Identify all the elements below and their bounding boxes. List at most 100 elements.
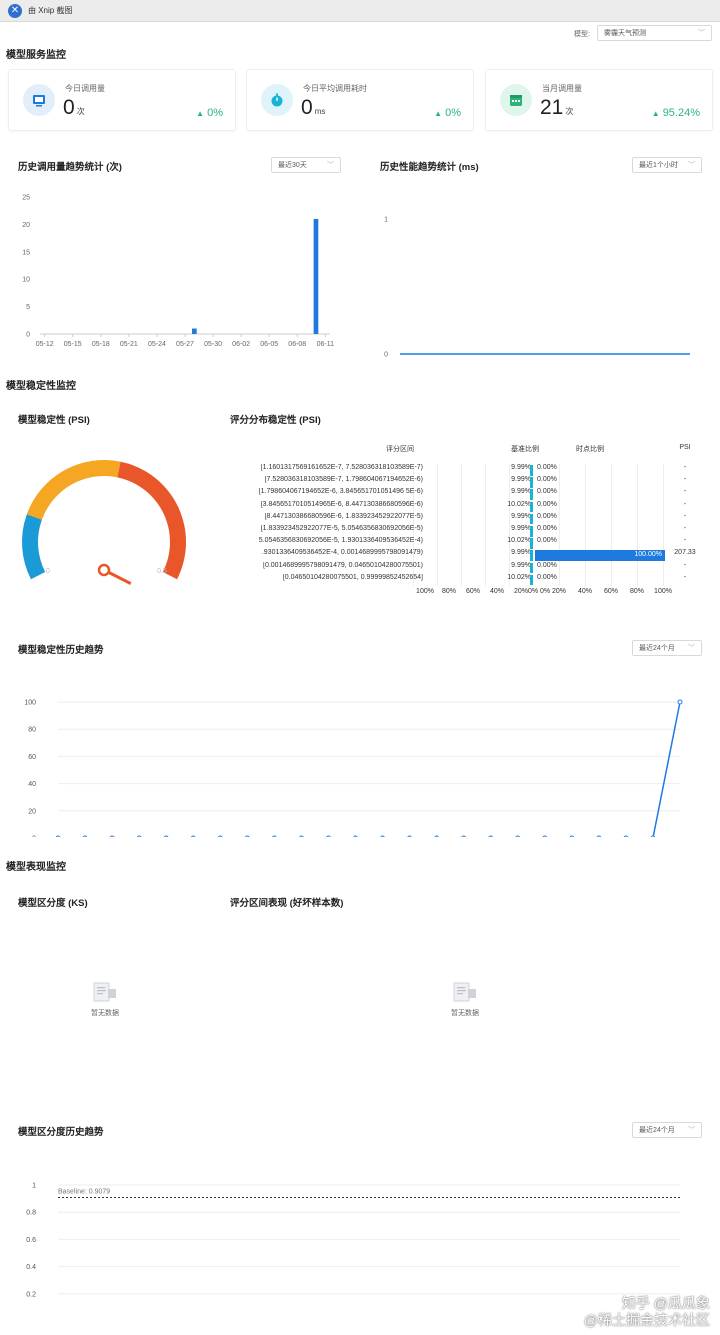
window-title: 由 Xnip 截图: [28, 6, 73, 15]
arrow-up-icon: ▲: [651, 109, 660, 118]
dist-current-value: 0.00%: [537, 500, 557, 508]
dist-current-value: 0.00%: [537, 488, 557, 496]
dist-current-value: 100.00%: [634, 551, 662, 559]
y-tick-label: 40: [28, 781, 36, 788]
y-tick-label: 15: [22, 249, 30, 256]
bar: [192, 328, 197, 334]
x-tick-label: 05-24: [148, 341, 166, 348]
gauge-value: 99.99: [84, 585, 124, 587]
data-point: [623, 835, 629, 837]
ks-trend-range-value: 最近24个月: [639, 1127, 675, 1134]
watermark-line2: @稀土掘金技术社区: [583, 1312, 710, 1329]
dist-psi-value: -: [683, 500, 687, 508]
dist-interval: [3.8456517010514965E-6, 8.44713038668059…: [260, 500, 423, 508]
dist-left-tick: 0%: [539, 588, 551, 595]
empty-text: 暂无数据: [451, 1010, 479, 1017]
y-tick-label: 1: [384, 217, 388, 224]
data-point: [136, 835, 142, 837]
dist-psi-value: -: [683, 488, 687, 496]
model-select-value: 雾霾天气预测: [604, 30, 646, 37]
y-tick-label: 0.2: [26, 1291, 36, 1298]
calls-bar-chart: 0 5 10 15 20 25 05-12 05-15 05-18 05-21 05-24 05-27…: [22, 195, 334, 349]
stat-card-avg-latency: 今日平均调用耗时 0 ms ▲ 0%: [246, 69, 474, 131]
perf-range-select[interactable]: 最近1个小时 ﹀: [632, 157, 702, 173]
dist-base-value: 10.02%: [507, 500, 531, 508]
stat-change: ▲ 0%: [196, 107, 223, 119]
dist-current-value: 0.00%: [537, 512, 557, 520]
data-point: [596, 835, 602, 837]
stability-section-title: 模型稳定性监控: [6, 381, 76, 392]
x-tick-label: 05-27: [176, 341, 194, 348]
header-interval: 评分区间: [386, 446, 414, 453]
x-tick-label: 06-11: [317, 341, 334, 348]
gauge-pivot: [97, 563, 111, 577]
dist-psi-value: -: [683, 476, 687, 484]
data-point: [650, 835, 656, 837]
x-tick-label: 06-08: [288, 341, 306, 348]
dist-interval: [7.528036318103589E-7, 1.798604067194652…: [264, 476, 423, 484]
grid-line: [485, 464, 486, 586]
data-point: [542, 835, 548, 837]
psi-trend-range-select[interactable]: 最近24个月 ﹀: [632, 640, 702, 656]
x-tick-label: 06-05: [260, 341, 278, 348]
y-tick-label: 20: [28, 808, 36, 815]
y-tick-label: 0.6: [26, 1237, 36, 1244]
watermark: 知乎 @瓜瓜象 @稀土掘金技术社区: [584, 1295, 710, 1329]
dist-interval: [1.1601317569161652E-7, 7.52803631810358…: [260, 464, 423, 471]
grid-line: [637, 464, 638, 586]
dist-base-value: 9.99%: [511, 549, 531, 557]
dist-interval: [0.04650104280075501, 0.99999852452654]: [282, 573, 423, 581]
x-tick-label: 06-02: [232, 341, 250, 348]
perf-line-chart: 0117:5518:0018:0518:1018:1518:2018:2518:…: [384, 217, 690, 357]
dist-base-bar: [530, 513, 533, 525]
bin-empty-state: 暂无数据: [440, 982, 490, 1018]
x-tick-label: 05-18: [92, 341, 110, 348]
dist-interval: .9301336409536452E-4, 0.0014689995798091…: [261, 549, 423, 557]
performance-section-title: 模型表现监控: [6, 862, 66, 873]
data-point: [353, 835, 358, 837]
y-tick-label: 0: [32, 836, 36, 838]
dist-psi-value: -: [683, 512, 687, 520]
dist-current-value: 0.00%: [537, 561, 557, 569]
perf-chart-title: 历史性能趋势统计 (ms): [380, 162, 479, 173]
dist-left-tick: 60%: [465, 588, 480, 595]
stat-label: 今日平均调用耗时: [303, 84, 367, 93]
dist-base-bar: [530, 477, 533, 488]
y-tick-label: 1: [32, 1183, 36, 1190]
data-point: [461, 835, 466, 837]
chevron-down-icon: ﹀: [698, 30, 705, 37]
dist-right-tick: 0%: [527, 588, 539, 595]
grid-line: [509, 464, 510, 586]
dist-current-bar: [535, 550, 665, 562]
grid-line: [663, 464, 664, 586]
grid-line: [437, 464, 438, 586]
stat-label: 今日调用量: [65, 84, 105, 93]
dist-base-value: 9.99%: [511, 561, 531, 569]
stat-label: 当月调用量: [542, 84, 582, 93]
dist-base-value: 9.99%: [511, 512, 531, 520]
data-point: [245, 835, 250, 837]
data-point: [677, 699, 683, 705]
data-point: [55, 835, 61, 837]
dist-base-bar: [530, 574, 533, 586]
xnip-logo-icon: ✕: [8, 3, 22, 18]
grid-line: [559, 464, 560, 586]
y-tick-label: 20: [22, 222, 30, 229]
calls-range-select[interactable]: 最近30天 ﹀: [271, 157, 341, 173]
data-point: [299, 835, 304, 837]
y-tick-label: 60: [28, 754, 36, 761]
dist-psi-value: -: [683, 573, 687, 581]
dist-current-value: 0.00%: [537, 464, 557, 471]
y-tick-label: 0.4: [26, 1264, 36, 1271]
model-select[interactable]: 雾霾天气预测 ﹀: [597, 25, 712, 41]
data-point: [190, 835, 196, 837]
dist-left-tick: 80%: [441, 588, 456, 595]
dist-base-value: 10.02%: [507, 537, 531, 545]
y-tick-label: 100: [24, 700, 36, 707]
y-tick-label: 0.8: [26, 1210, 36, 1217]
data-point: [109, 835, 115, 837]
ks-trend-range-select[interactable]: 最近24个月 ﹀: [632, 1122, 702, 1138]
perf-range-value: 最近1个小时: [639, 162, 678, 169]
